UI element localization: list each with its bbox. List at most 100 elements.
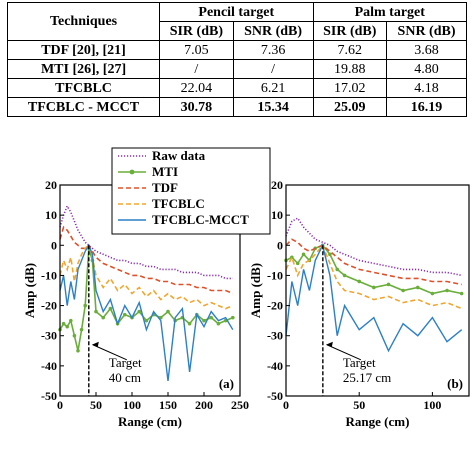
y-tick-label: -20 (41, 299, 57, 313)
y-axis-label: Amp (dB) (248, 263, 263, 318)
y-tick-label: -10 (267, 268, 283, 282)
legend-label: TFCBLC-MCCT (152, 212, 249, 227)
series-line-tfcblc-mcct (59, 243, 234, 381)
y-tick-label: -50 (41, 389, 57, 403)
x-tick-label: 100 (123, 398, 141, 412)
y-tick-label: 10 (271, 208, 283, 222)
plot-frame (285, 184, 470, 397)
row-technique: TDF [20], [21] (6, 40, 161, 60)
series-point-mti (459, 291, 464, 296)
table-row: TDF [20], [21] 7.05 7.36 7.62 3.68 (6, 40, 467, 60)
header-palm-sir: SIR (dB) (312, 21, 388, 41)
cell-value: 16.19 (386, 97, 467, 117)
cell-value: 7.62 (312, 40, 388, 60)
x-tick-label: 50 (90, 398, 102, 412)
y-tick-label: 10 (45, 208, 57, 222)
series-point-mti (61, 321, 66, 326)
x-tick-label: 150 (159, 398, 177, 412)
x-tick-label: 100 (423, 398, 441, 412)
y-tick-label: 0 (277, 238, 283, 252)
y-tick-label: -10 (41, 268, 57, 282)
series-point-mti (295, 261, 300, 266)
series-point-mti (137, 309, 141, 314)
cell-value: 22.04 (159, 78, 234, 98)
header-pencil-snr: SNR (dB) (232, 21, 314, 41)
cell-value: 4.18 (386, 78, 467, 98)
y-tick-label: -20 (267, 299, 283, 313)
series-point-mti (342, 273, 347, 278)
row-technique: TFCBLC - MCCT (6, 97, 161, 117)
x-axis-label: Range (cm) (346, 414, 410, 429)
series-line-tfcblc-mcct (285, 243, 463, 353)
header-pencil-sir: SIR (dB) (159, 21, 234, 41)
series-point-mti (328, 252, 332, 257)
cell-value: / (232, 59, 314, 79)
series-point-mti (231, 315, 235, 320)
x-tick-label: 0 (283, 398, 289, 412)
y-tick-label: 20 (271, 178, 283, 192)
series-line-tdf (59, 225, 234, 295)
series-point-mti (401, 288, 405, 293)
panel-label: (a) (219, 376, 234, 391)
results-table: Techniques Pencil target Palm target SIR… (6, 2, 468, 117)
series-line-tfcblc (59, 243, 234, 310)
cell-value: 19.88 (312, 59, 388, 79)
series-point-mti (202, 318, 206, 323)
y-axis-label: Amp (dB) (22, 263, 37, 318)
series-point-mti (101, 315, 105, 320)
series-point-mti (79, 327, 84, 332)
series-line-tfcblc (285, 243, 463, 310)
series-point-mti (386, 282, 391, 287)
target-arrow-head (325, 341, 333, 347)
series-point-mti (123, 312, 127, 317)
series-point-mti (76, 348, 80, 353)
series-point-mti (216, 321, 221, 326)
header-palm-snr: SNR (dB) (386, 21, 467, 41)
cell-value: 17.02 (312, 78, 388, 98)
series-point-mti (357, 279, 362, 284)
series-point-mti (430, 291, 435, 296)
row-technique: TFCBLC (6, 78, 161, 98)
header-techniques: Techniques (6, 2, 161, 41)
cell-value: 7.36 (232, 40, 314, 60)
series-line-raw-data (285, 217, 462, 277)
series-point-mti (94, 309, 98, 314)
series-point-mti (144, 318, 149, 323)
series-point-mti (301, 252, 306, 257)
cell-value: 25.09 (312, 97, 388, 117)
x-axis-label: Range (cm) (118, 414, 182, 429)
series-point-mti (83, 303, 87, 308)
y-tick-label: -30 (41, 329, 57, 343)
table-group-header-row: Techniques Pencil target Palm target (6, 2, 468, 41)
y-tick-label: 0 (51, 238, 57, 252)
target-distance-label: 40 cm (109, 370, 141, 385)
series-point-mti (166, 309, 170, 314)
y-tick-label: -50 (267, 389, 283, 403)
target-arrow (92, 344, 128, 361)
series-point-mti (445, 288, 449, 293)
panel-label: (b) (447, 376, 463, 391)
x-tick-label: 200 (195, 398, 213, 412)
series-point-mti (209, 315, 213, 320)
x-tick-label: 250 (231, 398, 249, 412)
y-tick-label: -40 (41, 359, 57, 373)
series-point-mti (69, 318, 73, 323)
legend-label: MTI (152, 164, 178, 179)
series-point-mti (65, 324, 69, 329)
y-tick-label: -40 (267, 359, 283, 373)
series-point-mti (335, 267, 340, 272)
cell-value: 4.80 (386, 59, 467, 79)
table-row: TFCBLC 22.04 6.21 17.02 4.18 (6, 78, 467, 98)
series-point-mti (187, 321, 192, 326)
legend-label: TDF (152, 180, 178, 195)
legend-marker (129, 169, 135, 175)
table-row: MTI [26], [27] / / 19.88 4.80 (6, 59, 467, 79)
series-line-mti (59, 248, 234, 351)
y-tick-label: 20 (45, 178, 57, 192)
row-technique: MTI [26], [27] (6, 59, 161, 79)
header-palm-target: Palm target (312, 2, 468, 22)
